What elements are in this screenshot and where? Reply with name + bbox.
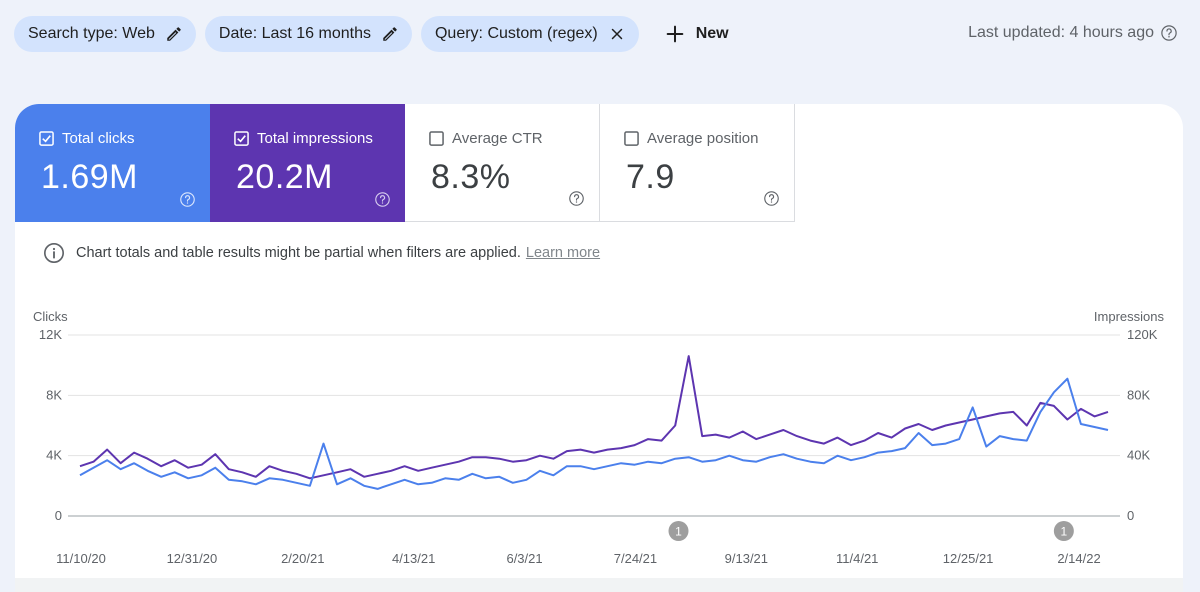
pencil-icon[interactable] bbox=[381, 25, 399, 43]
right-tick-label: 80K bbox=[1127, 387, 1150, 402]
metric-label: Total impressions bbox=[257, 130, 373, 147]
x-tick-label: 7/24/21 bbox=[614, 551, 657, 566]
metric-value: 8.3% bbox=[431, 158, 511, 196]
notice-text: Chart totals and table results might be … bbox=[76, 245, 521, 261]
close-icon[interactable] bbox=[608, 25, 626, 43]
annotation-label: 1 bbox=[1061, 525, 1068, 539]
learn-more-link[interactable]: Learn more bbox=[525, 245, 601, 261]
metric-average-position[interactable]: Average position 7.9 bbox=[600, 104, 795, 222]
chart-series bbox=[79, 355, 1109, 490]
metric-label: Average CTR bbox=[452, 130, 543, 147]
checkbox-checked-icon[interactable] bbox=[234, 131, 249, 146]
chip-label: Search type: Web bbox=[28, 25, 155, 42]
help-icon[interactable] bbox=[179, 191, 196, 208]
chart-gridlines bbox=[68, 334, 1120, 517]
x-tick-label: 12/31/20 bbox=[167, 551, 218, 566]
metric-tiles: Total clicks 1.69M Total impressions 20.… bbox=[15, 104, 795, 222]
filter-chip-date[interactable]: Date: Last 16 months bbox=[204, 16, 412, 52]
chip-label: Query: Custom (regex) bbox=[434, 25, 598, 42]
right-tick-label: 0 bbox=[1127, 508, 1134, 523]
metric-value: 20.2M bbox=[236, 158, 333, 196]
x-tick-label: 6/3/21 bbox=[506, 551, 542, 566]
info-icon bbox=[43, 242, 65, 264]
left-tick-label: 4K bbox=[46, 448, 62, 463]
left-tick-label: 0 bbox=[55, 508, 62, 523]
clicks-line bbox=[79, 377, 1109, 490]
help-icon[interactable] bbox=[568, 190, 585, 207]
help-icon[interactable] bbox=[374, 191, 391, 208]
help-icon[interactable] bbox=[763, 190, 780, 207]
partial-results-notice: Chart totals and table results might be … bbox=[43, 242, 600, 264]
metric-label: Total clicks bbox=[62, 130, 135, 147]
new-filter-label: New bbox=[695, 25, 729, 42]
x-tick-label: 2/20/21 bbox=[281, 551, 324, 566]
metric-value: 7.9 bbox=[626, 158, 675, 196]
new-filter-button[interactable]: New bbox=[652, 16, 741, 52]
performance-card: Total clicks 1.69M Total impressions 20.… bbox=[15, 104, 1183, 592]
checkbox-checked-icon[interactable] bbox=[39, 131, 54, 146]
right-axis-label: Impressions bbox=[1094, 309, 1165, 324]
x-tick-label: 12/25/21 bbox=[943, 551, 994, 566]
right-tick-label: 120K bbox=[1127, 327, 1158, 342]
chip-label: Date: Last 16 months bbox=[218, 25, 371, 42]
annotation-marker[interactable] bbox=[668, 521, 689, 541]
metric-average-ctr[interactable]: Average CTR 8.3% bbox=[405, 104, 600, 222]
annotation-marker[interactable] bbox=[1053, 521, 1074, 541]
x-tick-label: 11/10/20 bbox=[56, 551, 106, 566]
pencil-icon[interactable] bbox=[165, 25, 183, 43]
left-tick-label: 8K bbox=[46, 387, 62, 402]
impressions-line bbox=[79, 355, 1109, 480]
card-bottom-strip bbox=[15, 578, 1183, 592]
metric-value: 1.69M bbox=[41, 158, 138, 196]
last-updated-text: Last updated: 4 hours ago bbox=[968, 24, 1154, 41]
metric-total-impressions[interactable]: Total impressions 20.2M bbox=[210, 104, 405, 222]
x-tick-label: 11/4/21 bbox=[836, 551, 878, 566]
x-tick-label: 4/13/21 bbox=[392, 551, 435, 566]
filter-chip-query[interactable]: Query: Custom (regex) bbox=[420, 16, 639, 52]
x-tick-label: 9/13/21 bbox=[725, 551, 768, 566]
filter-bar: Search type: Web Date: Last 16 months Qu… bbox=[14, 16, 741, 52]
x-tick-label: 2/14/22 bbox=[1057, 551, 1100, 566]
checkbox-unchecked-icon[interactable] bbox=[624, 131, 639, 146]
help-icon[interactable] bbox=[1160, 24, 1178, 42]
left-axis-label: Clicks bbox=[33, 309, 68, 324]
annotation-label: 1 bbox=[675, 525, 682, 539]
metric-total-clicks[interactable]: Total clicks 1.69M bbox=[15, 104, 210, 222]
filter-chip-search-type[interactable]: Search type: Web bbox=[14, 16, 196, 52]
chart-axis-ticks: 0 0 4K 40K 8K 80K 12K 120K 11/10/20 12/31/20 2/20/… bbox=[39, 327, 1158, 566]
metric-label: Average position bbox=[647, 130, 759, 147]
left-tick-label: 12K bbox=[39, 327, 62, 342]
plus-icon bbox=[664, 23, 686, 45]
checkbox-unchecked-icon[interactable] bbox=[429, 131, 444, 146]
last-updated: Last updated: 4 hours ago bbox=[968, 24, 1178, 42]
right-tick-label: 40K bbox=[1127, 448, 1150, 463]
